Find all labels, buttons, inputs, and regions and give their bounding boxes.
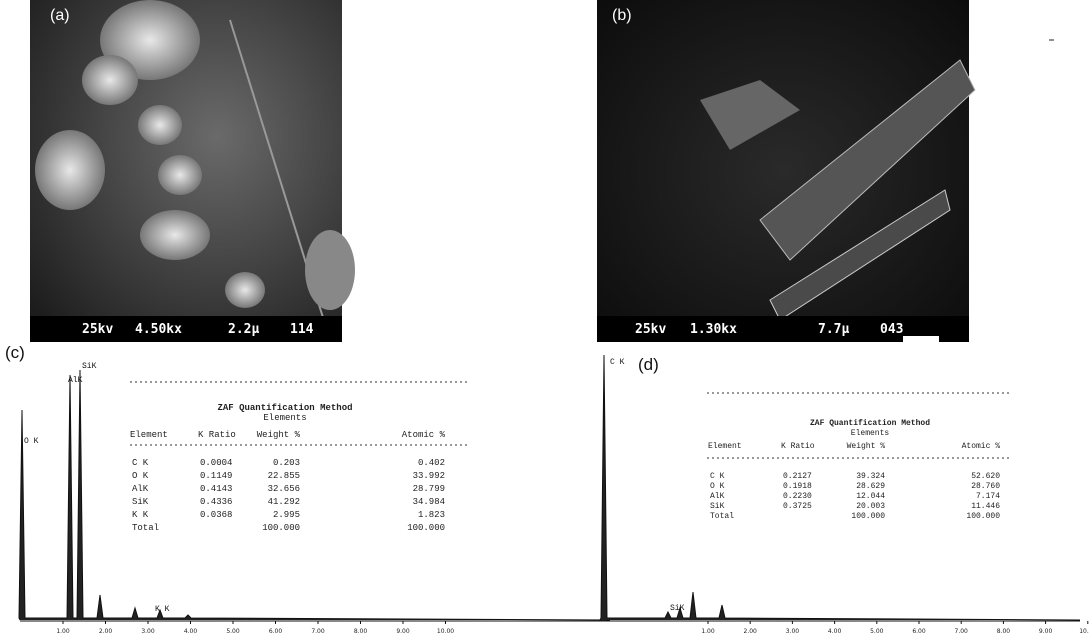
column-header: K Ratio [198,430,236,440]
table-cell: 100.000 [851,512,885,521]
x-tick-label: 3.00 [786,628,800,635]
peak-label: K K [155,605,170,614]
table-title: ZAF Quantification Method [217,403,352,413]
table-cell: 41.292 [268,497,300,507]
table-cell: 0.0004 [200,458,232,468]
peak-label: C K [610,358,625,367]
table-cell: 100.000 [262,523,300,533]
sem-image-a [30,0,355,342]
peak-label: O K [24,437,39,446]
table-cell: 0.402 [418,458,445,468]
table-cell: SiK [710,502,725,511]
x-tick-label: 5.00 [226,628,240,635]
table-cell: 28.799 [413,484,445,494]
table-subtitle: Elements [851,429,890,438]
x-tick-label: 1.00 [701,628,715,635]
panel-label: (d) [638,355,659,374]
table-cell: C K [710,472,725,481]
column-header: Atomic % [962,442,1001,451]
table-cell: 22.855 [268,471,300,481]
table-cell: 39.324 [856,472,885,481]
table-cell: 20.003 [856,502,885,511]
figure: (a) 25kv 4.50kx 2.2μ 114 (b) 25kv 1.30kx 7.7μ 043… [0,0,1089,640]
image-caption: 043 [880,322,903,337]
table-cell: 0.2127 [783,472,812,481]
column-header: Atomic % [402,430,446,440]
image-caption: 4.50kx [135,322,182,337]
table-cell: 33.992 [413,471,445,481]
x-tick-label: 9.00 [396,628,410,635]
table-cell: 11.446 [971,502,1000,511]
x-tick-label: 9.00 [1039,628,1053,635]
table-cell: 0.4143 [200,484,232,494]
x-tick-label: 4.00 [184,628,198,635]
table-cell: O K [132,471,149,481]
table-cell: 12.044 [856,492,885,501]
table-cell: Total [710,512,734,521]
table-cell: 7.174 [976,492,1000,501]
table-cell: 0.1149 [200,471,232,481]
x-tick-label: 6.00 [912,628,926,635]
table-cell: O K [710,482,725,491]
table-cell: 100.000 [407,523,445,533]
column-header: K Ratio [781,442,815,451]
panel-label: (c) [5,343,25,362]
table-cell: 0.3725 [783,502,812,511]
image-caption: 2.2μ [228,322,259,337]
x-tick-label: 2.00 [744,628,758,635]
image-caption: 25kv [82,322,113,337]
table-title: ZAF Quantification Method [810,419,930,428]
x-tick-label: 5.00 [870,628,884,635]
peak-label: AlK [68,376,83,385]
x-tick-label: 4.00 [828,628,842,635]
table-cell: 0.2230 [783,492,812,501]
x-tick-label: 10.00 [1079,628,1089,635]
table-cell: 100.000 [966,512,1000,521]
table-cell: 1.823 [418,510,445,520]
table-cell: 52.620 [971,472,1000,481]
table-cell: 2.995 [273,510,300,520]
table-cell: 0.1918 [783,482,812,491]
sem-image-b [597,0,975,346]
table-cell: 0.4336 [200,497,232,507]
table-cell: 0.0368 [200,510,232,520]
x-tick-label: 7.00 [311,628,325,635]
image-caption: 25kv [635,322,666,337]
x-tick-label: 6.00 [269,628,283,635]
table-cell: SiK [132,497,149,507]
spectrum [600,355,1080,620]
x-tick-label: 8.00 [354,628,368,635]
column-header: Weight % [847,442,886,451]
table-subtitle: Elements [263,413,306,423]
table-cell: Total [132,523,159,533]
peak-label: SiK [82,362,97,371]
x-tick-label: 2.00 [99,628,113,635]
column-header: Weight % [257,430,301,440]
table-cell: AlK [132,484,149,494]
table-cell: 0.203 [273,458,300,468]
x-tick-label: 8.00 [997,628,1011,635]
column-header: Element [708,442,742,451]
table-cell: 28.760 [971,482,1000,491]
table-cell: 28.629 [856,482,885,491]
table-cell: K K [132,510,149,520]
x-tick-label: 10.00 [437,628,454,635]
table-cell: 32.656 [268,484,300,494]
panel-label: (b) [612,7,632,24]
x-tick-label: 3.00 [141,628,155,635]
image-caption: 1.30kx [690,322,737,337]
table-cell: 34.984 [413,497,445,507]
column-header: Element [130,430,168,440]
table-cell: C K [132,458,149,468]
image-caption: 114 [290,322,314,337]
peak-label: SiK [670,604,685,613]
panel-label: (a) [50,7,70,24]
image-caption: 7.7μ [818,322,849,337]
table-cell: AlK [710,492,725,501]
x-tick-label: 7.00 [955,628,969,635]
x-tick-label: 1.00 [56,628,70,635]
